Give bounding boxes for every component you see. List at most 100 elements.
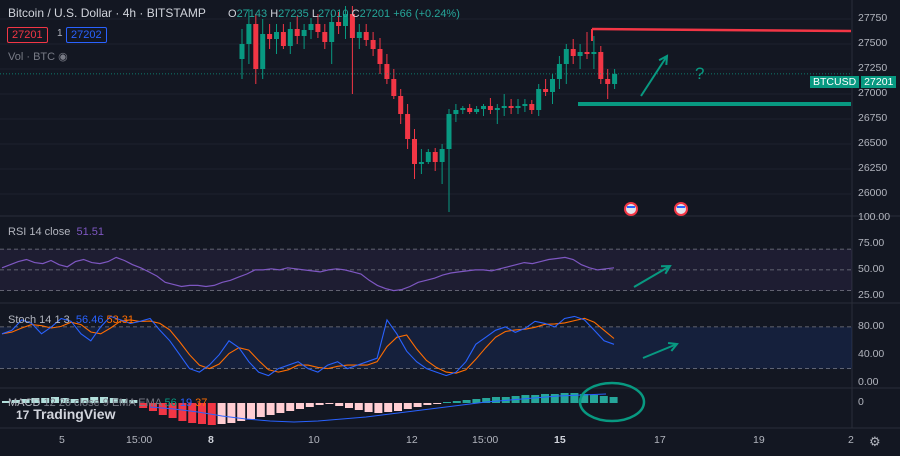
macd-bar xyxy=(21,399,30,403)
candle-body xyxy=(494,108,500,110)
time-tick: 2 xyxy=(848,434,854,446)
macd-bar xyxy=(60,398,69,403)
up-arrow-rsi xyxy=(633,265,671,288)
macd-bar xyxy=(384,403,393,412)
price-tag: BTCUSD 27201 xyxy=(810,75,897,89)
macd-bar xyxy=(433,403,442,404)
resistance-line xyxy=(591,27,852,33)
candle-body xyxy=(267,34,273,39)
candle-body xyxy=(425,152,431,162)
candle-body xyxy=(329,22,335,42)
time-tick: 17 xyxy=(654,434,666,446)
ohlc-values: O27143 H27235 L27010 C27201 +66 (+0.24%) xyxy=(228,8,460,20)
macd-bar xyxy=(335,403,344,406)
event-flag-stripe xyxy=(627,206,635,208)
candle-body xyxy=(308,24,314,30)
candle-body xyxy=(474,109,480,112)
macd-bar xyxy=(452,401,461,403)
up-arrow-main-head xyxy=(658,54,669,66)
candle-body xyxy=(467,108,473,112)
candle-body xyxy=(370,40,376,49)
stoch-tick: 0.00 xyxy=(858,375,879,388)
macd-bar xyxy=(570,393,579,403)
candle-body xyxy=(391,79,397,96)
candle-body xyxy=(522,104,528,106)
buy-button[interactable]: 27202 xyxy=(66,27,107,43)
macd-bar xyxy=(90,397,99,403)
macd-bar xyxy=(129,400,138,403)
candle-body xyxy=(253,24,259,69)
price-tick: 26500 xyxy=(858,137,888,149)
candle-body xyxy=(239,44,245,59)
price-tick: 27750 xyxy=(858,12,888,24)
rsi-tick: 25.00 xyxy=(858,288,885,301)
stoch-legend[interactable]: Stoch 14 1 3 56.46 53.31 xyxy=(8,314,135,326)
macd-bar xyxy=(198,403,206,424)
macd-bar xyxy=(305,403,314,407)
macd-bar xyxy=(158,403,167,415)
macd-bar xyxy=(41,398,50,403)
candle-body xyxy=(570,49,576,56)
candle-body xyxy=(398,96,404,114)
rsi-tick: 50.00 xyxy=(858,262,885,275)
macd-bar xyxy=(423,403,432,405)
rsi-tick: 100.00 xyxy=(858,211,891,223)
price-tick: 26750 xyxy=(858,112,888,124)
candle-body xyxy=(287,29,293,46)
candle-body xyxy=(274,32,279,39)
macd-bar xyxy=(139,403,148,408)
candle-body xyxy=(446,114,452,149)
macd-legend[interactable]: MACD 12 26 close 9 EMA EMA 56 19 37 xyxy=(8,397,208,409)
candle-body xyxy=(301,30,307,36)
price-tick: 27250 xyxy=(858,62,888,74)
price-tick: 26250 xyxy=(858,162,888,174)
question-mark: ? xyxy=(695,64,705,83)
macd-bar xyxy=(472,399,481,403)
time-tick: 19 xyxy=(753,434,765,446)
candle-body xyxy=(246,24,252,44)
settings-gear-icon[interactable]: ⚙ xyxy=(869,434,881,449)
macd-bar xyxy=(462,400,471,403)
candle-body xyxy=(418,162,424,164)
macd-bar xyxy=(541,394,549,403)
macd-bar xyxy=(237,403,246,421)
time-tick: 5 xyxy=(59,434,65,446)
candle-body xyxy=(536,89,542,110)
candle-body xyxy=(432,152,438,162)
up-arrow-main xyxy=(640,55,668,97)
macd-bar xyxy=(178,403,187,421)
candle-body xyxy=(481,106,486,109)
macd-bar xyxy=(609,397,618,403)
macd-bar xyxy=(296,403,304,409)
quantity-field[interactable]: 1 xyxy=(57,28,63,39)
macd-bar xyxy=(31,398,40,403)
sell-button[interactable]: 27201 xyxy=(7,27,48,43)
macd-bar xyxy=(599,396,608,403)
macd-bar xyxy=(286,403,295,411)
stoch-tick: 80.00 xyxy=(858,319,885,332)
macd-bar xyxy=(2,401,10,403)
rsi-line xyxy=(1,256,615,292)
candle-body xyxy=(294,29,300,36)
candle-body xyxy=(577,52,583,56)
price-tick: 26000 xyxy=(858,187,888,199)
macd-bar xyxy=(345,403,353,408)
macd-bar xyxy=(560,393,569,403)
symbol-title[interactable]: Bitcoin / U.S. Dollar · 4h · BITSTAMP xyxy=(8,6,206,20)
candle-body xyxy=(501,106,507,108)
candle-body xyxy=(487,106,493,110)
macd-bar xyxy=(217,403,226,424)
eye-icon[interactable]: ◉ xyxy=(58,51,68,63)
macd-bar xyxy=(11,400,20,403)
macd-bar xyxy=(590,395,598,403)
candle-body xyxy=(322,32,328,42)
macd-bar xyxy=(580,394,589,403)
volume-legend[interactable]: Vol · BTC ◉ xyxy=(8,51,68,63)
event-flag-inner xyxy=(676,204,686,214)
candle-body xyxy=(363,32,369,40)
rsi-legend[interactable]: RSI 14 close 51.51 xyxy=(8,226,105,238)
time-tick: 15:00 xyxy=(472,434,499,446)
candle-body xyxy=(612,73,618,84)
candle-body xyxy=(343,14,348,26)
